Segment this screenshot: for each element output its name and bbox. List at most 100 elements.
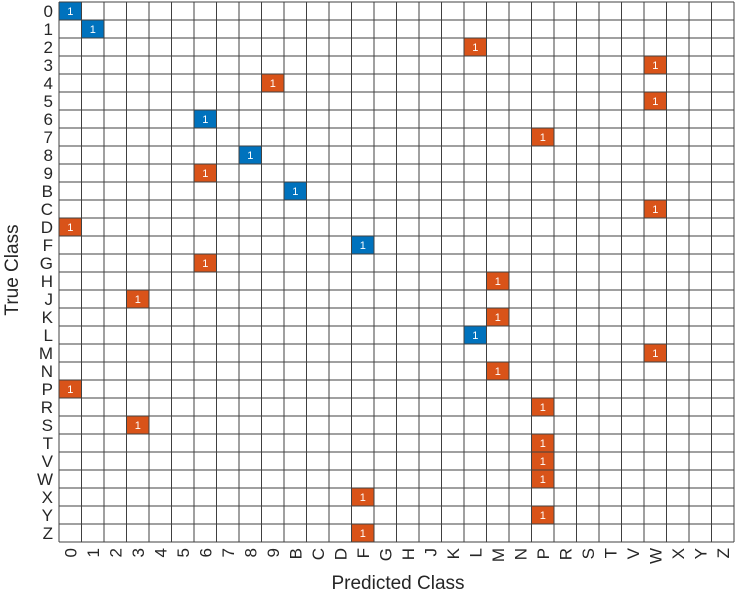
cell-value-label: 1 bbox=[135, 420, 141, 432]
y-tick-label-J: J bbox=[45, 290, 54, 309]
cell-value-label: 1 bbox=[292, 186, 298, 198]
matrix-cell-R-P bbox=[531, 398, 554, 416]
cell-value-label: 1 bbox=[270, 78, 276, 90]
y-tick-label-7: 7 bbox=[44, 128, 53, 147]
matrix-cell-Z-F bbox=[351, 524, 374, 542]
x-tick-label-9: 9 bbox=[264, 548, 283, 557]
x-tick-label-0: 0 bbox=[61, 548, 80, 557]
grid-layer bbox=[58, 1, 735, 543]
cell-value-label: 1 bbox=[652, 348, 658, 360]
cell-value-label: 1 bbox=[202, 258, 208, 270]
x-tick-label-3: 3 bbox=[129, 548, 148, 557]
cell-value-label: 1 bbox=[67, 222, 73, 234]
cell-labels-layer: 1 1 1 1 1 1 1 1 1 1 1 1 1 1 1 1 1 1 1 1 1 1 1 1 1 1 1 1 1 1 bbox=[67, 6, 658, 540]
cell-value-label: 1 bbox=[540, 438, 546, 450]
x-tick-label-Y: Y bbox=[691, 548, 710, 559]
matrix-cell-F-F bbox=[351, 236, 374, 254]
x-tick-label-V: V bbox=[624, 547, 643, 559]
x-tick-label-C: C bbox=[309, 548, 328, 560]
matrix-cell-3-W bbox=[644, 56, 667, 74]
x-tick-label-2: 2 bbox=[106, 548, 125, 557]
matrix-cell-H-M bbox=[486, 272, 509, 290]
x-tick-label-H: H bbox=[399, 548, 418, 560]
cell-value-label: 1 bbox=[495, 276, 501, 288]
x-axis-label: Predicted Class bbox=[331, 573, 464, 594]
cell-value-label: 1 bbox=[360, 492, 366, 504]
y-tick-label-8: 8 bbox=[44, 146, 53, 165]
cell-value-label: 1 bbox=[652, 96, 658, 108]
y-tick-label-T: T bbox=[43, 434, 53, 453]
matrix-cell-7-P bbox=[531, 128, 554, 146]
matrix-cell-2-L bbox=[464, 38, 487, 56]
matrix-cell-6-6 bbox=[194, 110, 217, 128]
x-tick-label-L: L bbox=[466, 548, 485, 557]
x-tick-label-N: N bbox=[511, 548, 530, 560]
y-tick-label-G: G bbox=[40, 254, 53, 273]
cell-value-label: 1 bbox=[202, 168, 208, 180]
cell-value-label: 1 bbox=[202, 114, 208, 126]
x-tick-label-D: D bbox=[331, 548, 350, 560]
x-tick-label-J: J bbox=[421, 548, 440, 557]
cell-value-label: 1 bbox=[472, 330, 478, 342]
x-tick-label-T: T bbox=[601, 548, 620, 558]
y-tick-label-D: D bbox=[41, 218, 53, 237]
y-tick-label-K: K bbox=[42, 308, 54, 327]
y-tick-label-5: 5 bbox=[44, 92, 53, 111]
x-tick-label-W: W bbox=[646, 548, 665, 564]
matrix-cell-W-P bbox=[531, 470, 554, 488]
cell-value-label: 1 bbox=[495, 366, 501, 378]
matrix-cell-J-3 bbox=[126, 290, 149, 308]
cells-layer bbox=[59, 2, 667, 542]
x-tick-label-7: 7 bbox=[219, 548, 238, 557]
cell-value-label: 1 bbox=[90, 24, 96, 36]
x-tick-label-Z: Z bbox=[714, 548, 733, 558]
matrix-cell-V-P bbox=[531, 452, 554, 470]
y-tick-label-P: P bbox=[42, 380, 53, 399]
cell-value-label: 1 bbox=[540, 510, 546, 522]
matrix-cell-D-0 bbox=[59, 218, 82, 236]
matrix-cell-B-B bbox=[284, 182, 307, 200]
y-tick-label-C: C bbox=[41, 200, 53, 219]
x-tick-label-K: K bbox=[444, 547, 463, 559]
x-tick-label-8: 8 bbox=[241, 548, 260, 557]
matrix-cell-M-W bbox=[644, 344, 667, 362]
x-tick-label-M: M bbox=[489, 548, 508, 562]
y-tick-label-S: S bbox=[42, 416, 53, 435]
cell-value-label: 1 bbox=[360, 528, 366, 540]
y-tick-label-3: 3 bbox=[44, 56, 53, 75]
x-tick-label-R: R bbox=[556, 548, 575, 560]
matrix-cell-1-1 bbox=[81, 20, 104, 38]
matrix-cell-C-W bbox=[644, 200, 667, 218]
x-tick-label-1: 1 bbox=[84, 548, 103, 557]
x-tick-label-G: G bbox=[376, 548, 395, 561]
y-tick-label-0: 0 bbox=[44, 2, 53, 21]
matrix-cell-Y-P bbox=[531, 506, 554, 524]
matrix-cell-0-0 bbox=[59, 2, 82, 20]
cell-value-label: 1 bbox=[540, 456, 546, 468]
cell-value-label: 1 bbox=[540, 132, 546, 144]
matrix-cell-L-L bbox=[464, 326, 487, 344]
y-axis-label: True Class bbox=[2, 224, 23, 315]
cell-value-label: 1 bbox=[540, 402, 546, 414]
x-tick-label-4: 4 bbox=[151, 548, 170, 557]
y-tick-label-R: R bbox=[41, 398, 53, 417]
y-tick-label-V: V bbox=[42, 452, 54, 471]
cell-value-label: 1 bbox=[247, 150, 253, 162]
matrix-cell-X-F bbox=[351, 488, 374, 506]
x-tick-label-F: F bbox=[354, 548, 373, 558]
cell-value-label: 1 bbox=[495, 312, 501, 324]
x-tick-label-S: S bbox=[579, 548, 598, 559]
matrix-cell-P-0 bbox=[59, 380, 82, 398]
y-tick-label-L: L bbox=[44, 326, 53, 345]
cell-value-label: 1 bbox=[540, 474, 546, 486]
x-tick-label-X: X bbox=[669, 548, 688, 559]
matrix-cell-G-6 bbox=[194, 254, 217, 272]
y-tick-label-Z: Z bbox=[43, 524, 53, 543]
x-tick-label-5: 5 bbox=[174, 548, 193, 557]
y-tick-label-1: 1 bbox=[44, 20, 53, 39]
y-tick-label-Y: Y bbox=[42, 506, 53, 525]
matrix-cell-5-W bbox=[644, 92, 667, 110]
